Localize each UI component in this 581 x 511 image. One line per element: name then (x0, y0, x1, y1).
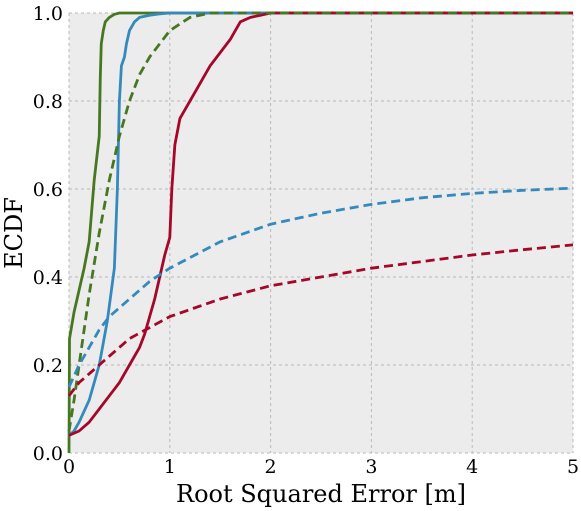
y-tick-label: 0.0 (33, 443, 63, 465)
x-tick-label: 3 (365, 456, 377, 478)
series-line-5 (67, 186, 574, 388)
x-tick-label: 5 (567, 456, 579, 478)
series-group (67, 11, 574, 454)
y-tick-label: 0.2 (33, 355, 63, 377)
x-tick-label: 2 (265, 456, 277, 478)
plot-background (69, 13, 573, 453)
x-axis-label: Root Squared Error [m] (176, 480, 466, 508)
ticks: 0 1 2 3 4 5 0.0 0.2 0.4 0.6 0.8 1.0 (33, 3, 579, 478)
y-tick-label: 0.4 (33, 267, 63, 289)
series-line-6 (67, 243, 574, 397)
y-axis-label: ECDF (0, 197, 28, 269)
y-tick-label: 1.0 (33, 3, 63, 25)
x-tick-label: 1 (164, 456, 176, 478)
series-line-4 (67, 11, 573, 432)
series-line-3 (68, 11, 573, 437)
x-tick-label: 0 (63, 456, 75, 478)
y-tick-label: 0.6 (33, 179, 63, 201)
series-line-2 (68, 11, 573, 437)
y-tick-label: 0.8 (33, 91, 63, 113)
x-tick-label: 4 (466, 456, 478, 478)
series-line-1 (67, 11, 573, 454)
